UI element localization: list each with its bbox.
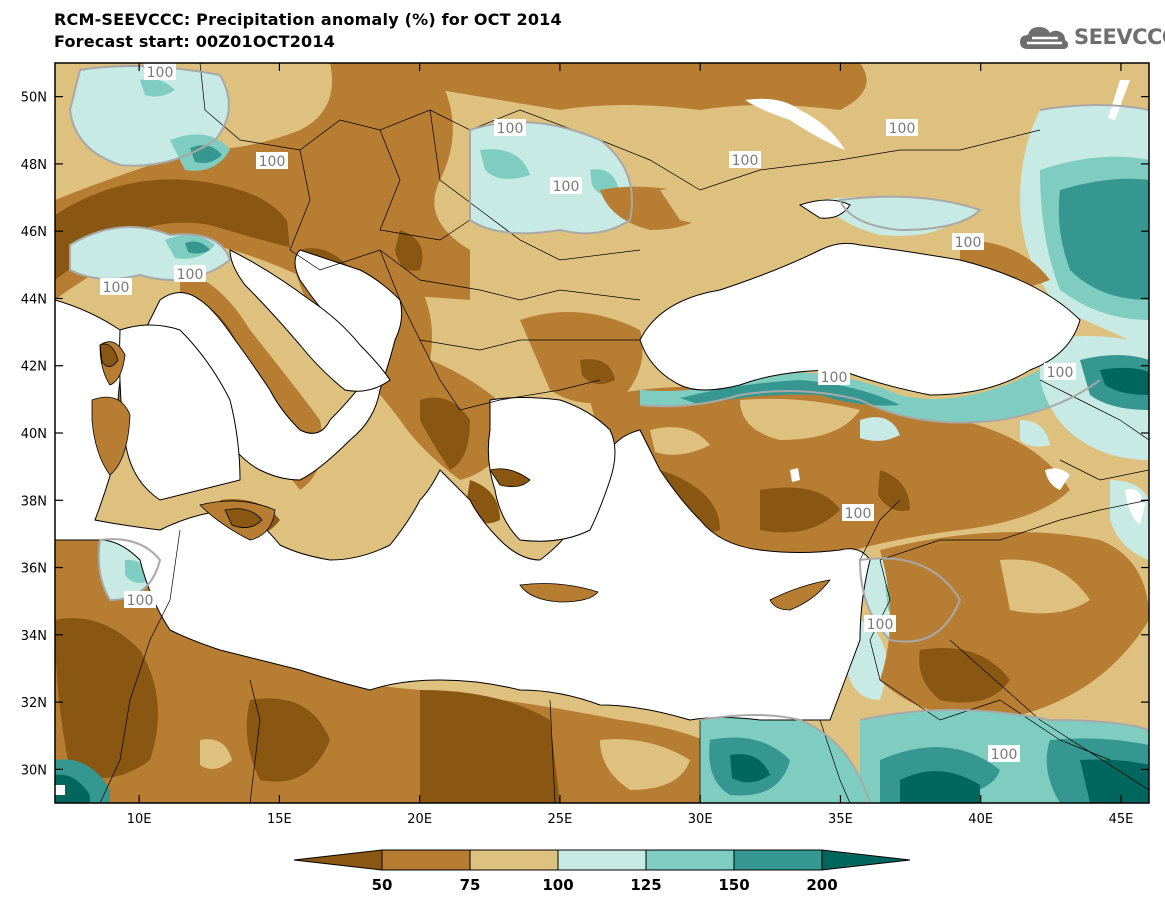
lat-tick-label: 34N [21,629,47,644]
colorbar: 50 75 100 125 150 200 [293,849,911,894]
snow-gaps [55,80,1145,795]
lon-tick-label: 15E [267,812,292,827]
colorbar-level-label: 50 [372,876,393,894]
colorbar-segment [645,849,735,871]
latitude-axis: 30N 32N 34N 36N 38N 40N 42N 44N 46N 48N 50N [21,91,1149,778]
contour-label: 100 [867,617,894,633]
forecast-start-label: Forecast start: 00Z01OCT2014 [54,32,336,51]
colorbar-high-triangle [821,849,911,871]
contour-label: 100 [553,179,580,195]
anomaly-field [55,63,1149,803]
lon-tick-label: 25E [548,812,573,827]
lat-tick-label: 50N [21,91,47,106]
contour-label: 100 [991,747,1018,763]
contour-label: 100 [497,121,524,137]
map-title: RCM-SEEVCCC: Precipitation anomaly (%) f… [54,10,562,29]
lat-tick-label: 40N [21,427,47,442]
lat-tick-label: 38N [21,494,47,509]
lon-tick-label: 40E [968,812,993,827]
lat-tick-label: 44N [21,292,47,307]
lon-tick-label: 30E [688,812,713,827]
lon-tick-label: 45E [1109,812,1134,827]
colorbar-level-label: 75 [460,876,481,894]
logo-text: SEEVCCC [1074,25,1165,49]
contour-label: 100 [147,65,174,81]
lon-tick-label: 20E [407,812,432,827]
contour-label: 100 [845,506,872,522]
contour-label: 100 [821,370,848,386]
colorbar-level-label: 100 [542,876,573,894]
contour-label: 100 [177,267,204,283]
contour-label: 100 [889,121,916,137]
contour-label: 100 [127,593,154,609]
lon-tick-label: 10E [127,812,152,827]
colorbar-low-triangle [293,849,383,871]
contour-label: 100 [955,235,982,251]
lat-tick-label: 42N [21,360,47,375]
colorbar-segment [469,849,559,871]
lat-tick-label: 30N [21,763,47,778]
islands [91,341,831,611]
lat-tick-label: 36N [21,562,47,577]
lat-tick-label: 46N [21,225,47,240]
contour-label: 100 [103,280,130,296]
country-borders [99,63,1149,803]
contour-label: 100 [1047,365,1074,381]
longitude-axis: 10E 15E 20E 25E 30E 35E 40E 45E [127,63,1134,827]
lon-tick-label: 35E [828,812,853,827]
seevccc-logo: SEEVCCC [1018,22,1165,52]
colorbar-segment [733,849,823,871]
lat-tick-label: 48N [21,158,47,173]
colorbar-level-label: 125 [630,876,661,894]
colorbar-level-label: 200 [806,876,837,894]
colorbar-segment [381,849,471,871]
colorbar-segment [557,849,647,871]
contour-label: 100 [259,154,286,170]
lat-tick-label: 32N [21,696,47,711]
sea-mask [55,199,1081,721]
colorbar-level-label: 150 [718,876,749,894]
contour-100-lines [68,65,1149,803]
contour-label: 100 [732,153,759,169]
cloud-icon [1020,27,1069,49]
contour-labels: 100 100 100 100 100 100 100 100 100 100 … [100,63,1076,763]
